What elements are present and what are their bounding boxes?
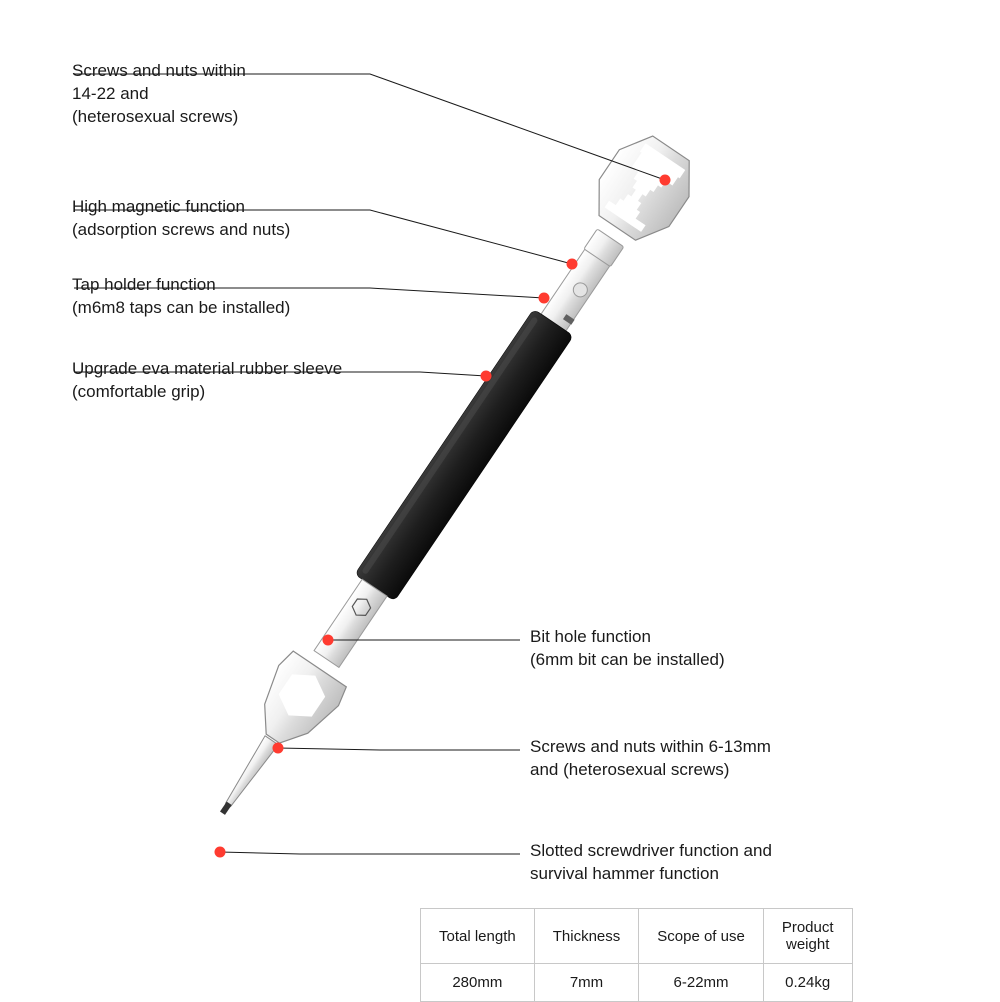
callout-line: and (heterosexual screws) — [530, 760, 729, 779]
callout-bit-hole: Bit hole function (6mm bit can be install… — [530, 626, 725, 672]
callout-screws-small: Screws and nuts within 6-13mm and (hetero… — [530, 736, 771, 782]
tool-diagram — [0, 0, 1000, 1000]
callout-line: Slotted screwdriver function and — [530, 841, 772, 860]
leader-dot — [273, 743, 284, 754]
callout-line: Screws and nuts within — [72, 61, 246, 80]
leader-dot — [323, 635, 334, 646]
spec-value-cell: 6-22mm — [639, 964, 764, 1002]
callout-screwdriver: Slotted screwdriver function and survival… — [530, 840, 772, 886]
spec-header-cell: Productweight — [763, 909, 852, 964]
callout-line: (adsorption screws and nuts) — [72, 220, 290, 239]
leader-line — [278, 748, 520, 750]
callout-line: Tap holder function — [72, 275, 216, 294]
callout-line: survival hammer function — [530, 864, 719, 883]
callout-line: Screws and nuts within 6-13mm — [530, 737, 771, 756]
spec-header-cell: Scope of use — [639, 909, 764, 964]
specs-table: Total lengthThicknessScope of useProduct… — [420, 908, 853, 1002]
leader-dot — [481, 371, 492, 382]
callout-line: (m6m8 taps can be installed) — [72, 298, 290, 317]
spec-value-cell: 7mm — [534, 964, 639, 1002]
callout-line: (6mm bit can be installed) — [530, 650, 725, 669]
spec-value-cell: 0.24kg — [763, 964, 852, 1002]
callout-line: Bit hole function — [530, 627, 651, 646]
leader-dot — [567, 259, 578, 270]
callout-screws-large: Screws and nuts within 14-22 and (heterose… — [72, 60, 246, 129]
callout-line: 14-22 and — [72, 84, 149, 103]
spec-value-cell: 280mm — [421, 964, 535, 1002]
spec-header-cell: Thickness — [534, 909, 639, 964]
leader-dot — [660, 175, 671, 186]
callout-magnetic: High magnetic function (adsorption screws… — [72, 196, 290, 242]
callout-tap-holder: Tap holder function (m6m8 taps can be ins… — [72, 274, 290, 320]
callout-line: (comfortable grip) — [72, 382, 205, 401]
callout-line: Upgrade eva material rubber sleeve — [72, 359, 342, 378]
callout-line: High magnetic function — [72, 197, 245, 216]
leader-dot — [539, 293, 550, 304]
callout-line: (heterosexual screws) — [72, 107, 238, 126]
spec-header-cell: Total length — [421, 909, 535, 964]
infographic-canvas: Screws and nuts within 14-22 and (heterose… — [0, 0, 1000, 1000]
leader-line — [220, 852, 520, 854]
callout-grip: Upgrade eva material rubber sleeve (comfo… — [72, 358, 342, 404]
leader-dot — [215, 847, 226, 858]
